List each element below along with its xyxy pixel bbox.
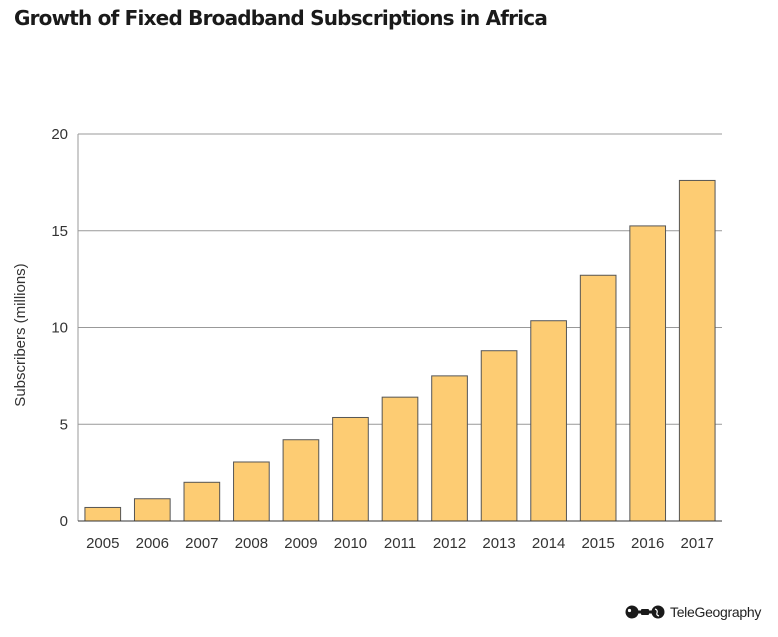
bar-2013	[480, 350, 518, 522]
bar-2012	[431, 375, 468, 522]
x-tick-label: 2014	[532, 535, 565, 552]
x-tick-label: 2015	[581, 535, 614, 552]
x-tick-label: 2016	[631, 535, 664, 552]
y-axis-ticks: 0 5 10 15 20	[51, 126, 68, 530]
y-tick-label: 5	[60, 416, 68, 433]
bar-2011	[381, 396, 419, 522]
x-tick-label: 2005	[86, 535, 119, 552]
telegeography-icon	[625, 605, 665, 619]
y-axis-label: Subscribers (millions)	[12, 263, 29, 406]
chart-title: Growth of Fixed Broadband Subscriptions …	[14, 6, 548, 30]
y-tick-label: 10	[51, 320, 68, 337]
bar-2009	[282, 439, 320, 522]
bar-2010	[332, 416, 369, 522]
x-tick-label: 2011	[384, 535, 416, 552]
y-tick-label: 20	[51, 126, 68, 143]
x-tick-label: 2007	[185, 535, 218, 552]
bar-2005	[84, 506, 122, 522]
bar-2008	[233, 461, 270, 522]
bar-2014	[530, 320, 567, 522]
bar-2017	[678, 179, 716, 522]
x-axis-ticks: 2005 2006 2007 2008 2009 2010 2011 2012 2013 2014…	[86, 535, 714, 552]
y-tick-label: 0	[60, 513, 68, 530]
x-tick-label: 2012	[433, 535, 466, 552]
x-tick-label: 2010	[334, 535, 367, 552]
x-tick-label: 2006	[136, 535, 169, 552]
logo-text: TeleGeography	[670, 604, 762, 620]
bar-2007	[183, 481, 221, 522]
x-tick-label: 2013	[482, 535, 515, 552]
y-tick-label: 15	[51, 223, 68, 240]
x-tick-label: 2009	[284, 535, 317, 552]
x-tick-label: 2008	[235, 535, 268, 552]
telegeography-logo: TeleGeography	[624, 604, 761, 620]
bar-2015	[579, 274, 617, 522]
bars	[78, 179, 722, 522]
x-tick-label: 2017	[681, 535, 714, 552]
bar-2006	[133, 498, 171, 522]
bar-2016	[629, 225, 667, 522]
